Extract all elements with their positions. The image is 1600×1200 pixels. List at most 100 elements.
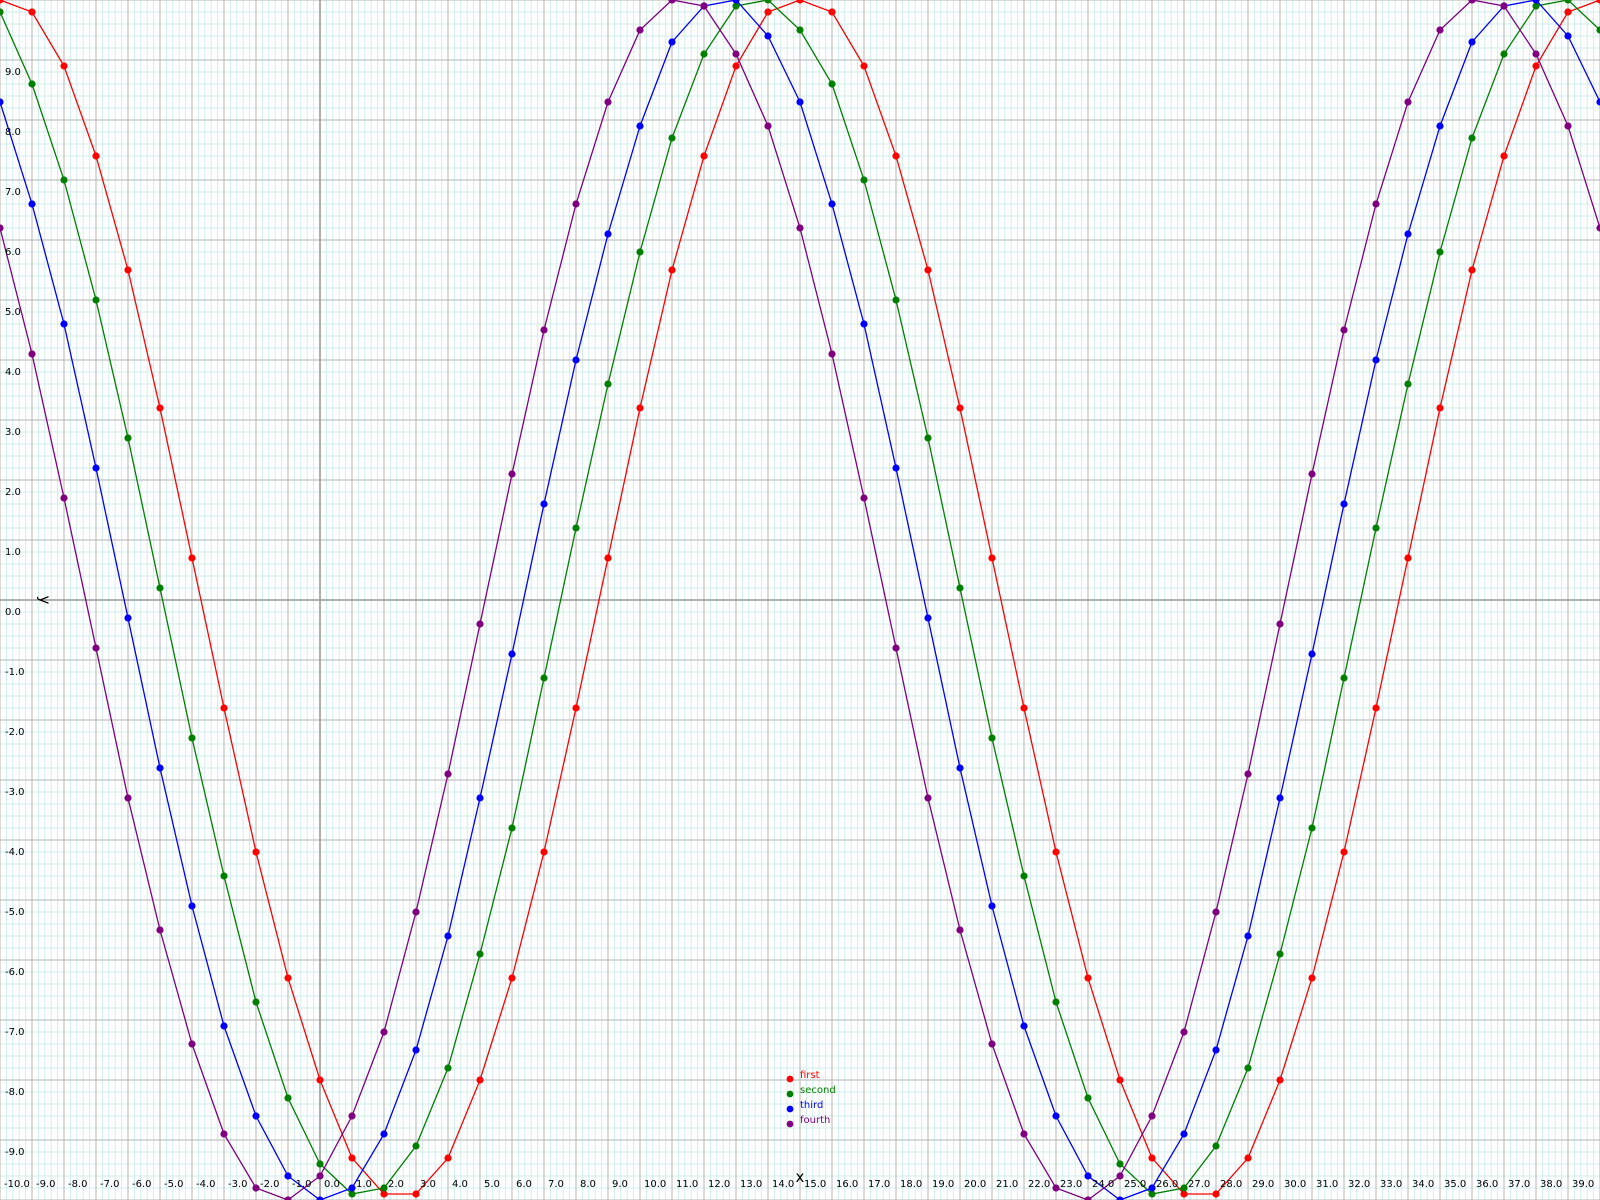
data-point-third [284,1172,292,1180]
x-tick-label: 35.0 [1444,1179,1466,1190]
x-tick-label: 6.0 [516,1179,532,1190]
data-point-fourth [828,350,836,358]
legend-label-first: first [800,1070,820,1081]
x-tick-label: 34.0 [1412,1179,1434,1190]
x-tick-label: 28.0 [1220,1179,1242,1190]
data-point-third [380,1130,388,1138]
data-point-fourth [252,1184,260,1192]
legend-marker-fourth [786,1120,794,1128]
data-point-third [1436,122,1444,130]
x-tick-label: 8.0 [580,1179,596,1190]
data-point-second [636,248,644,256]
data-point-fourth [60,494,68,502]
x-tick-label: 14.0 [772,1179,794,1190]
data-point-third [1020,1022,1028,1030]
data-point-first [828,8,836,16]
data-point-second [476,950,484,958]
data-point-first [540,848,548,856]
data-point-fourth [604,98,612,106]
x-tick-label: 12.0 [708,1179,730,1190]
y-tick-label: 0.0 [5,607,21,618]
data-point-third [220,1022,228,1030]
data-point-third [1564,32,1572,40]
data-point-second [252,998,260,1006]
x-tick-label: -9.0 [36,1179,56,1190]
y-tick-label: -4.0 [5,847,25,858]
data-point-second [1468,134,1476,142]
data-point-third [60,320,68,328]
data-point-first [1596,0,1600,4]
data-point-first [700,152,708,160]
data-point-third [1116,1196,1124,1200]
data-point-third [1404,230,1412,238]
data-point-second [316,1160,324,1168]
y-axis-title: y [36,596,54,605]
x-tick-label: 9.0 [612,1179,628,1190]
data-point-first [572,704,580,712]
data-point-third [828,200,836,208]
y-tick-label: 5.0 [5,307,21,318]
x-tick-label: -3.0 [228,1179,248,1190]
data-point-third [636,122,644,130]
data-point-first [1532,62,1540,70]
data-point-second [764,0,772,4]
x-tick-label: 26.0 [1156,1179,1178,1190]
data-point-third [348,1184,356,1192]
data-point-second [1180,1184,1188,1192]
data-point-fourth [764,122,772,130]
data-point-third [252,1112,260,1120]
data-point-fourth [956,926,964,934]
data-point-second [1276,950,1284,958]
data-point-fourth [540,326,548,334]
data-point-fourth [1180,1028,1188,1036]
data-point-first [604,554,612,562]
data-point-fourth [1500,2,1508,10]
x-tick-label: 39.0 [1572,1179,1594,1190]
data-point-first [1564,8,1572,16]
x-tick-label: 1.0 [356,1179,372,1190]
data-point-third [764,32,772,40]
x-tick-label: 38.0 [1540,1179,1562,1190]
data-point-third [1052,1112,1060,1120]
data-point-fourth [1532,50,1540,58]
data-point-fourth [1020,1130,1028,1138]
data-point-third [860,320,868,328]
data-point-second [796,26,804,34]
data-point-fourth [1308,470,1316,478]
data-point-first [60,62,68,70]
data-point-third [412,1046,420,1054]
data-point-third [188,902,196,910]
data-point-second [860,176,868,184]
data-point-fourth [1212,908,1220,916]
data-point-third [796,98,804,106]
x-tick-label: 13.0 [740,1179,762,1190]
data-point-fourth [924,794,932,802]
data-point-second [1244,1064,1252,1072]
data-point-fourth [380,1028,388,1036]
x-tick-label: 30.0 [1284,1179,1306,1190]
data-point-third [1180,1130,1188,1138]
y-tick-label: 9.0 [5,67,21,78]
x-tick-label: 10.0 [644,1179,666,1190]
data-point-first [28,8,36,16]
legend-label-second: second [800,1085,836,1096]
legend-marker-third [786,1105,794,1113]
legend-marker-first [786,1075,794,1083]
x-tick-label: 33.0 [1380,1179,1402,1190]
data-point-second [1148,1190,1156,1198]
data-point-second [444,1064,452,1072]
legend-label-third: third [800,1100,823,1111]
data-point-fourth [1052,1184,1060,1192]
data-point-third [732,0,740,4]
data-point-first [1212,1190,1220,1198]
data-point-first [796,0,804,4]
data-point-first [1020,704,1028,712]
x-tick-label: 19.0 [932,1179,954,1190]
data-point-second [956,584,964,592]
data-point-first [1436,404,1444,412]
y-tick-label: 6.0 [5,247,21,258]
